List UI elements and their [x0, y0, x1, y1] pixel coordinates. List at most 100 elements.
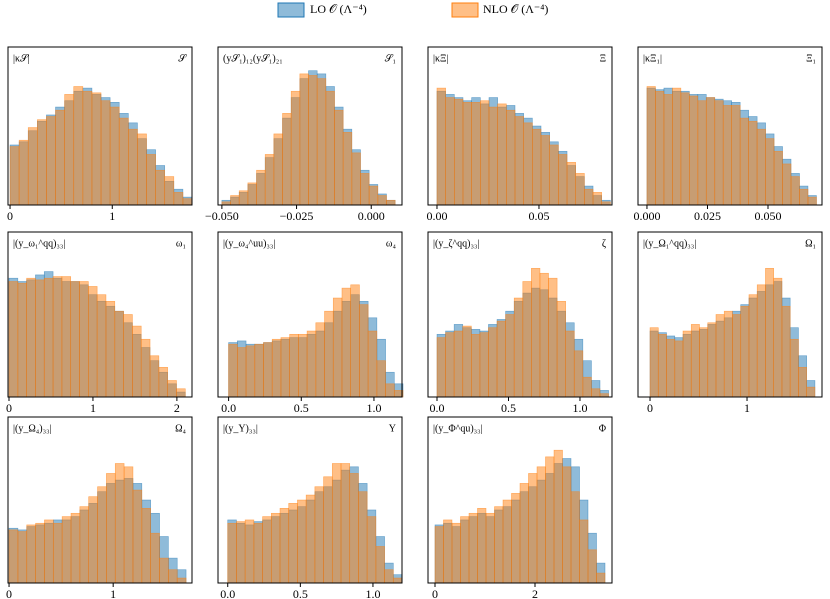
bar — [596, 572, 606, 584]
bar — [35, 522, 45, 584]
bar — [732, 314, 742, 398]
bar — [282, 113, 292, 206]
legend-label: LO 𝒪 (Λ⁻⁴) — [310, 2, 367, 16]
panel-frame — [7, 231, 193, 398]
bar — [279, 507, 290, 584]
bar — [689, 95, 699, 206]
bar — [377, 195, 387, 206]
bar — [70, 512, 81, 584]
x-tick-label: 1 — [109, 209, 115, 223]
x-tick-label: 2 — [174, 401, 180, 415]
panel-frame — [217, 416, 403, 584]
bar — [471, 333, 481, 398]
bar — [44, 519, 54, 584]
bar — [244, 519, 255, 584]
bar — [299, 73, 309, 206]
legend-swatch — [451, 2, 479, 18]
bar — [697, 100, 707, 206]
bar — [657, 333, 667, 398]
bar — [649, 327, 659, 398]
bar — [663, 94, 673, 206]
bar — [176, 388, 186, 398]
bar — [280, 337, 290, 398]
bar — [806, 386, 816, 398]
panel-title: ζ — [602, 238, 606, 249]
bar — [513, 297, 524, 398]
bar — [722, 105, 732, 206]
bar — [351, 152, 361, 206]
bar — [325, 90, 335, 206]
bar — [140, 338, 151, 398]
bar — [545, 456, 555, 584]
panel-title: 𝒮₁ — [385, 53, 396, 64]
bar — [532, 128, 542, 206]
bar — [454, 98, 464, 206]
bar — [451, 522, 461, 584]
bar — [582, 376, 592, 398]
bar — [97, 486, 107, 584]
bar — [26, 524, 36, 584]
bar — [480, 100, 490, 206]
bar — [263, 342, 273, 398]
bar — [488, 106, 498, 206]
bar — [61, 516, 72, 584]
bar — [26, 277, 36, 398]
panel-frame — [637, 46, 823, 206]
bar — [462, 325, 472, 398]
bar — [765, 138, 775, 206]
x-tick-label: 0 — [7, 209, 13, 223]
bar — [436, 337, 446, 398]
bar — [366, 516, 377, 584]
bar — [137, 133, 147, 206]
x-tick-label: 1 — [90, 401, 96, 415]
bar — [35, 279, 45, 398]
bar — [132, 325, 142, 398]
panel-title: ω₁ — [176, 238, 186, 249]
bar — [674, 340, 684, 398]
x-tick-label: 0.0 — [430, 401, 445, 415]
bar — [386, 199, 396, 206]
bar — [79, 281, 89, 398]
bar — [350, 284, 360, 398]
x-tick-label: 0.000 — [633, 209, 660, 223]
bar — [376, 360, 386, 398]
bar — [731, 105, 741, 206]
bar — [579, 519, 589, 584]
bar — [781, 305, 791, 398]
bar — [573, 350, 584, 398]
bar — [511, 493, 521, 584]
panel-title: Υ — [389, 423, 396, 434]
bar — [149, 355, 160, 398]
bar — [522, 281, 532, 398]
bar — [79, 506, 90, 584]
bar — [70, 281, 80, 398]
bar — [331, 463, 342, 584]
bar — [488, 327, 498, 398]
bar — [273, 133, 283, 206]
panel-label: (y𝒮₁)₁₂(y𝒮₁)₂₁ — [223, 53, 283, 64]
bar — [548, 277, 558, 398]
bar — [494, 506, 504, 584]
bar — [715, 314, 725, 398]
bar — [799, 188, 809, 206]
bar — [227, 522, 237, 584]
panel-frame — [217, 231, 403, 398]
bar — [514, 116, 524, 206]
bar — [247, 182, 257, 206]
bar — [462, 102, 472, 206]
legend-swatch — [277, 2, 305, 18]
bar — [340, 463, 351, 584]
bar — [264, 154, 275, 206]
bar — [497, 103, 507, 206]
panel-label: |κΞ₁| — [643, 53, 662, 64]
bar — [699, 327, 709, 398]
bar — [434, 526, 444, 584]
bar — [167, 380, 177, 398]
bar — [88, 496, 98, 584]
bar — [587, 549, 597, 584]
bar — [666, 338, 676, 398]
bar — [159, 557, 169, 584]
bar — [146, 154, 156, 206]
bar — [570, 491, 580, 584]
x-tick-label: 1 — [744, 401, 750, 415]
